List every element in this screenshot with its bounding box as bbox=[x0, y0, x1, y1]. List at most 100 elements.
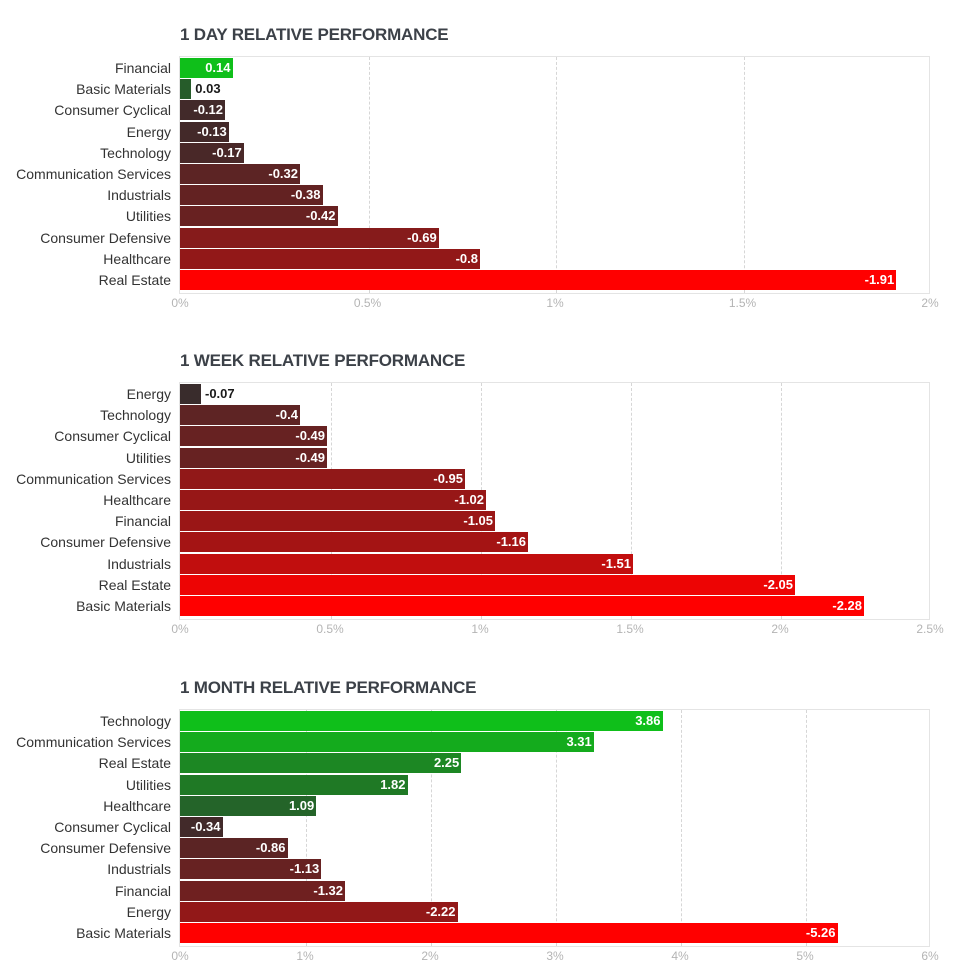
bar[interactable] bbox=[180, 795, 317, 816]
bar[interactable] bbox=[180, 859, 322, 880]
category-label: Industrials bbox=[107, 555, 171, 572]
category-label: Industrials bbox=[107, 187, 171, 204]
gridline bbox=[368, 57, 370, 293]
bar[interactable] bbox=[180, 817, 223, 837]
data-label: -1.05 bbox=[463, 513, 493, 529]
category-label: Basic Materials bbox=[76, 925, 171, 941]
panel-1-week: 1 WEEK RELATIVE PERFORMANCE 0% 0.5% 1% 1.5%… bbox=[0, 326, 956, 646]
x-tick-label: 0.5% bbox=[316, 622, 344, 636]
x-tick-label: 4% bbox=[671, 949, 689, 963]
category-label: Energy bbox=[126, 123, 171, 140]
category-label: Consumer Defensive bbox=[40, 840, 171, 857]
data-label: 2.25 bbox=[433, 755, 460, 771]
data-label: -0.86 bbox=[255, 840, 286, 856]
x-tick-label: 1.5% bbox=[616, 622, 644, 636]
bar[interactable] bbox=[180, 553, 633, 574]
bar[interactable] bbox=[180, 426, 327, 447]
data-label: -1.91 bbox=[864, 272, 895, 287]
bar[interactable] bbox=[180, 164, 300, 184]
bar[interactable] bbox=[180, 270, 897, 290]
category-label: Communication Services bbox=[16, 166, 171, 182]
bar[interactable] bbox=[180, 468, 465, 489]
x-tick-label: 6% bbox=[921, 949, 939, 963]
bar[interactable] bbox=[180, 753, 462, 774]
x-tick-label: 2% bbox=[921, 296, 939, 310]
data-label: -0.12 bbox=[193, 102, 223, 118]
x-tick-label: 1% bbox=[471, 622, 489, 636]
bar[interactable] bbox=[180, 79, 192, 100]
bar[interactable] bbox=[180, 511, 495, 532]
bar[interactable] bbox=[180, 923, 838, 943]
bar[interactable] bbox=[180, 206, 338, 227]
data-label: -1.51 bbox=[601, 555, 631, 571]
category-label: Healthcare bbox=[103, 797, 171, 814]
x-tick-label: 3% bbox=[546, 949, 564, 963]
bar[interactable] bbox=[180, 490, 486, 510]
gridline bbox=[631, 383, 632, 619]
x-tick-label: 2% bbox=[771, 622, 789, 636]
category-label: Consumer Defensive bbox=[40, 229, 171, 246]
gridline bbox=[781, 383, 782, 619]
category-label: Technology bbox=[100, 713, 171, 729]
x-tick-label: 2% bbox=[421, 949, 439, 963]
bar[interactable] bbox=[180, 142, 244, 163]
category-label: Healthcare bbox=[103, 492, 171, 508]
bar[interactable] bbox=[180, 121, 229, 142]
plot-area bbox=[179, 56, 930, 294]
data-label: -0.32 bbox=[268, 166, 298, 181]
data-label: -0.49 bbox=[295, 428, 325, 444]
gridline bbox=[743, 57, 745, 293]
chart-title: 1 WEEK RELATIVE PERFORMANCE bbox=[180, 351, 466, 370]
data-label: 3.86 bbox=[635, 713, 661, 728]
category-label: Healthcare bbox=[103, 250, 171, 267]
category-label: Financial bbox=[114, 60, 171, 76]
category-label: Real Estate bbox=[98, 576, 171, 593]
bar[interactable] bbox=[180, 711, 663, 731]
bar[interactable] bbox=[180, 774, 408, 795]
x-tick-label: 1.5% bbox=[728, 296, 757, 310]
bar[interactable] bbox=[180, 248, 480, 269]
x-tick-label: 5% bbox=[796, 949, 814, 963]
panel-1-day: 1 DAY RELATIVE PERFORMANCE 0% 0.5% 1% 1.5% 2… bbox=[0, 0, 956, 320]
bar[interactable] bbox=[180, 732, 594, 753]
bar[interactable] bbox=[180, 58, 233, 78]
category-label: Consumer Cyclical bbox=[54, 819, 171, 835]
gridline bbox=[556, 57, 557, 293]
data-label: -0.42 bbox=[305, 208, 336, 224]
bar[interactable] bbox=[180, 100, 225, 121]
data-label: -0.8 bbox=[455, 250, 478, 266]
bar[interactable] bbox=[180, 227, 439, 248]
bar[interactable] bbox=[180, 838, 288, 859]
data-label: -0.34 bbox=[190, 819, 221, 834]
category-label: Basic Materials bbox=[76, 598, 171, 614]
category-label: Consumer Cyclical bbox=[54, 102, 171, 119]
bar[interactable] bbox=[180, 447, 327, 468]
category-label: Industrials bbox=[107, 861, 171, 878]
bar[interactable] bbox=[180, 596, 864, 616]
data-label: -0.4 bbox=[275, 407, 298, 423]
data-label: -5.26 bbox=[805, 925, 836, 940]
data-label: 3.31 bbox=[566, 734, 592, 750]
bar[interactable] bbox=[180, 405, 300, 426]
category-label: Basic Materials bbox=[76, 81, 171, 98]
bar[interactable] bbox=[180, 901, 458, 922]
gridline bbox=[681, 710, 682, 946]
x-tick-label: 0.5% bbox=[353, 296, 382, 310]
data-label: 0.14 bbox=[205, 60, 231, 75]
data-label: -0.69 bbox=[407, 229, 437, 245]
x-tick-label: 2.5% bbox=[916, 622, 944, 636]
bar[interactable] bbox=[180, 384, 201, 404]
category-label: Utilities bbox=[125, 449, 171, 466]
bar[interactable] bbox=[180, 574, 795, 595]
bar[interactable] bbox=[180, 880, 345, 901]
data-label: -0.49 bbox=[295, 449, 325, 465]
category-label: Utilities bbox=[125, 208, 171, 225]
bar[interactable] bbox=[180, 185, 323, 206]
data-label: -0.13 bbox=[197, 123, 227, 139]
category-label: Energy bbox=[126, 903, 171, 920]
bar[interactable] bbox=[180, 532, 528, 553]
data-label: -0.17 bbox=[212, 144, 242, 160]
category-label: Financial bbox=[114, 513, 171, 530]
x-tick-label: 1% bbox=[546, 296, 564, 310]
gridline bbox=[306, 710, 307, 946]
